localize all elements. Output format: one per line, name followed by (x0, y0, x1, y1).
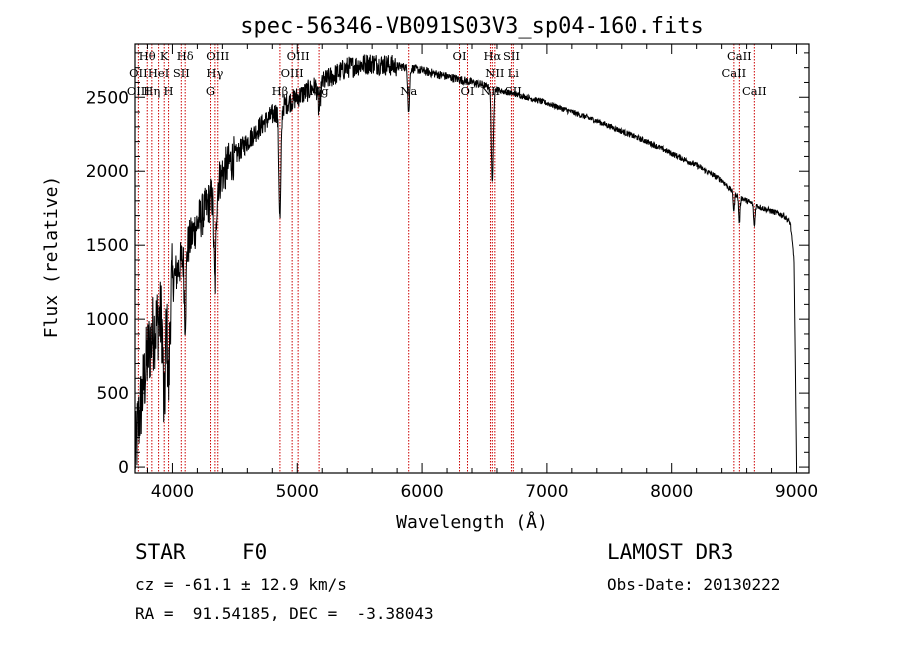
y-tick-label: 1000 (86, 310, 129, 330)
x-tick-label: 9000 (775, 482, 818, 502)
x-tick-label: 6000 (400, 482, 443, 502)
line-label: Na (400, 84, 417, 98)
y-axis-ticks: 0 500 1000 1500 2000 2500 (86, 52, 809, 478)
x-tick-label: 5000 (276, 482, 319, 502)
line-label: CaII (742, 84, 767, 98)
coordinates-text: RA = 91.54185, DEC = -3.38043 (135, 604, 434, 623)
line-label: Hα (483, 49, 501, 63)
line-label: OII (129, 66, 148, 80)
line-label: Hγ (206, 66, 223, 80)
y-tick-label: 2000 (86, 162, 129, 182)
line-label: OIII (206, 49, 229, 63)
y-tick-label: 0 (118, 458, 129, 478)
line-label: Hβ (272, 84, 289, 98)
line-label: HeI (148, 66, 169, 80)
object-class: STAR (135, 540, 186, 564)
line-label: Li (508, 66, 520, 80)
line-label: OI (461, 84, 475, 98)
x-axis-ticks: 4000 5000 6000 7000 8000 9000 (146, 44, 818, 502)
line-label: NII (485, 66, 504, 80)
x-tick-label: 7000 (525, 482, 568, 502)
redshift-text: cz = -61.1 ± 12.9 km/s (135, 575, 347, 594)
y-tick-label: 500 (97, 384, 129, 404)
survey-name: LAMOST DR3 (607, 540, 734, 564)
line-label: G (206, 84, 215, 98)
line-label: OIII (281, 66, 304, 80)
spectrum-group (134, 54, 797, 470)
line-label: OIII (287, 49, 310, 63)
line-label: Hθ (139, 49, 156, 63)
line-label: SII (173, 66, 190, 80)
spectrum-line (134, 54, 797, 470)
x-tick-label: 4000 (151, 482, 194, 502)
line-label: CaII (727, 49, 752, 63)
object-subclass: F0 (242, 540, 268, 564)
line-markers (137, 44, 755, 473)
line-label: Hδ (177, 49, 194, 63)
line-label: SII (503, 49, 520, 63)
x-tick-label: 8000 (650, 482, 693, 502)
line-label: CaII (721, 66, 746, 80)
line-label: OI (453, 49, 467, 63)
chart-title: spec-56346-VB091S03V3_sp04-160.fits (240, 14, 704, 39)
y-tick-label: 1500 (86, 236, 129, 256)
y-tick-label: 2500 (86, 88, 129, 108)
line-label: OIII (127, 84, 150, 98)
plot-frame (134, 43, 810, 474)
x-axis-label: Wavelength (Å) (396, 511, 548, 533)
obs-date: Obs-Date: 20130222 (607, 575, 781, 594)
y-axis-label: Flux (relative) (41, 176, 62, 339)
line-label: H (164, 84, 174, 98)
line-label: Hη (143, 84, 160, 98)
line-label: K (160, 49, 169, 63)
